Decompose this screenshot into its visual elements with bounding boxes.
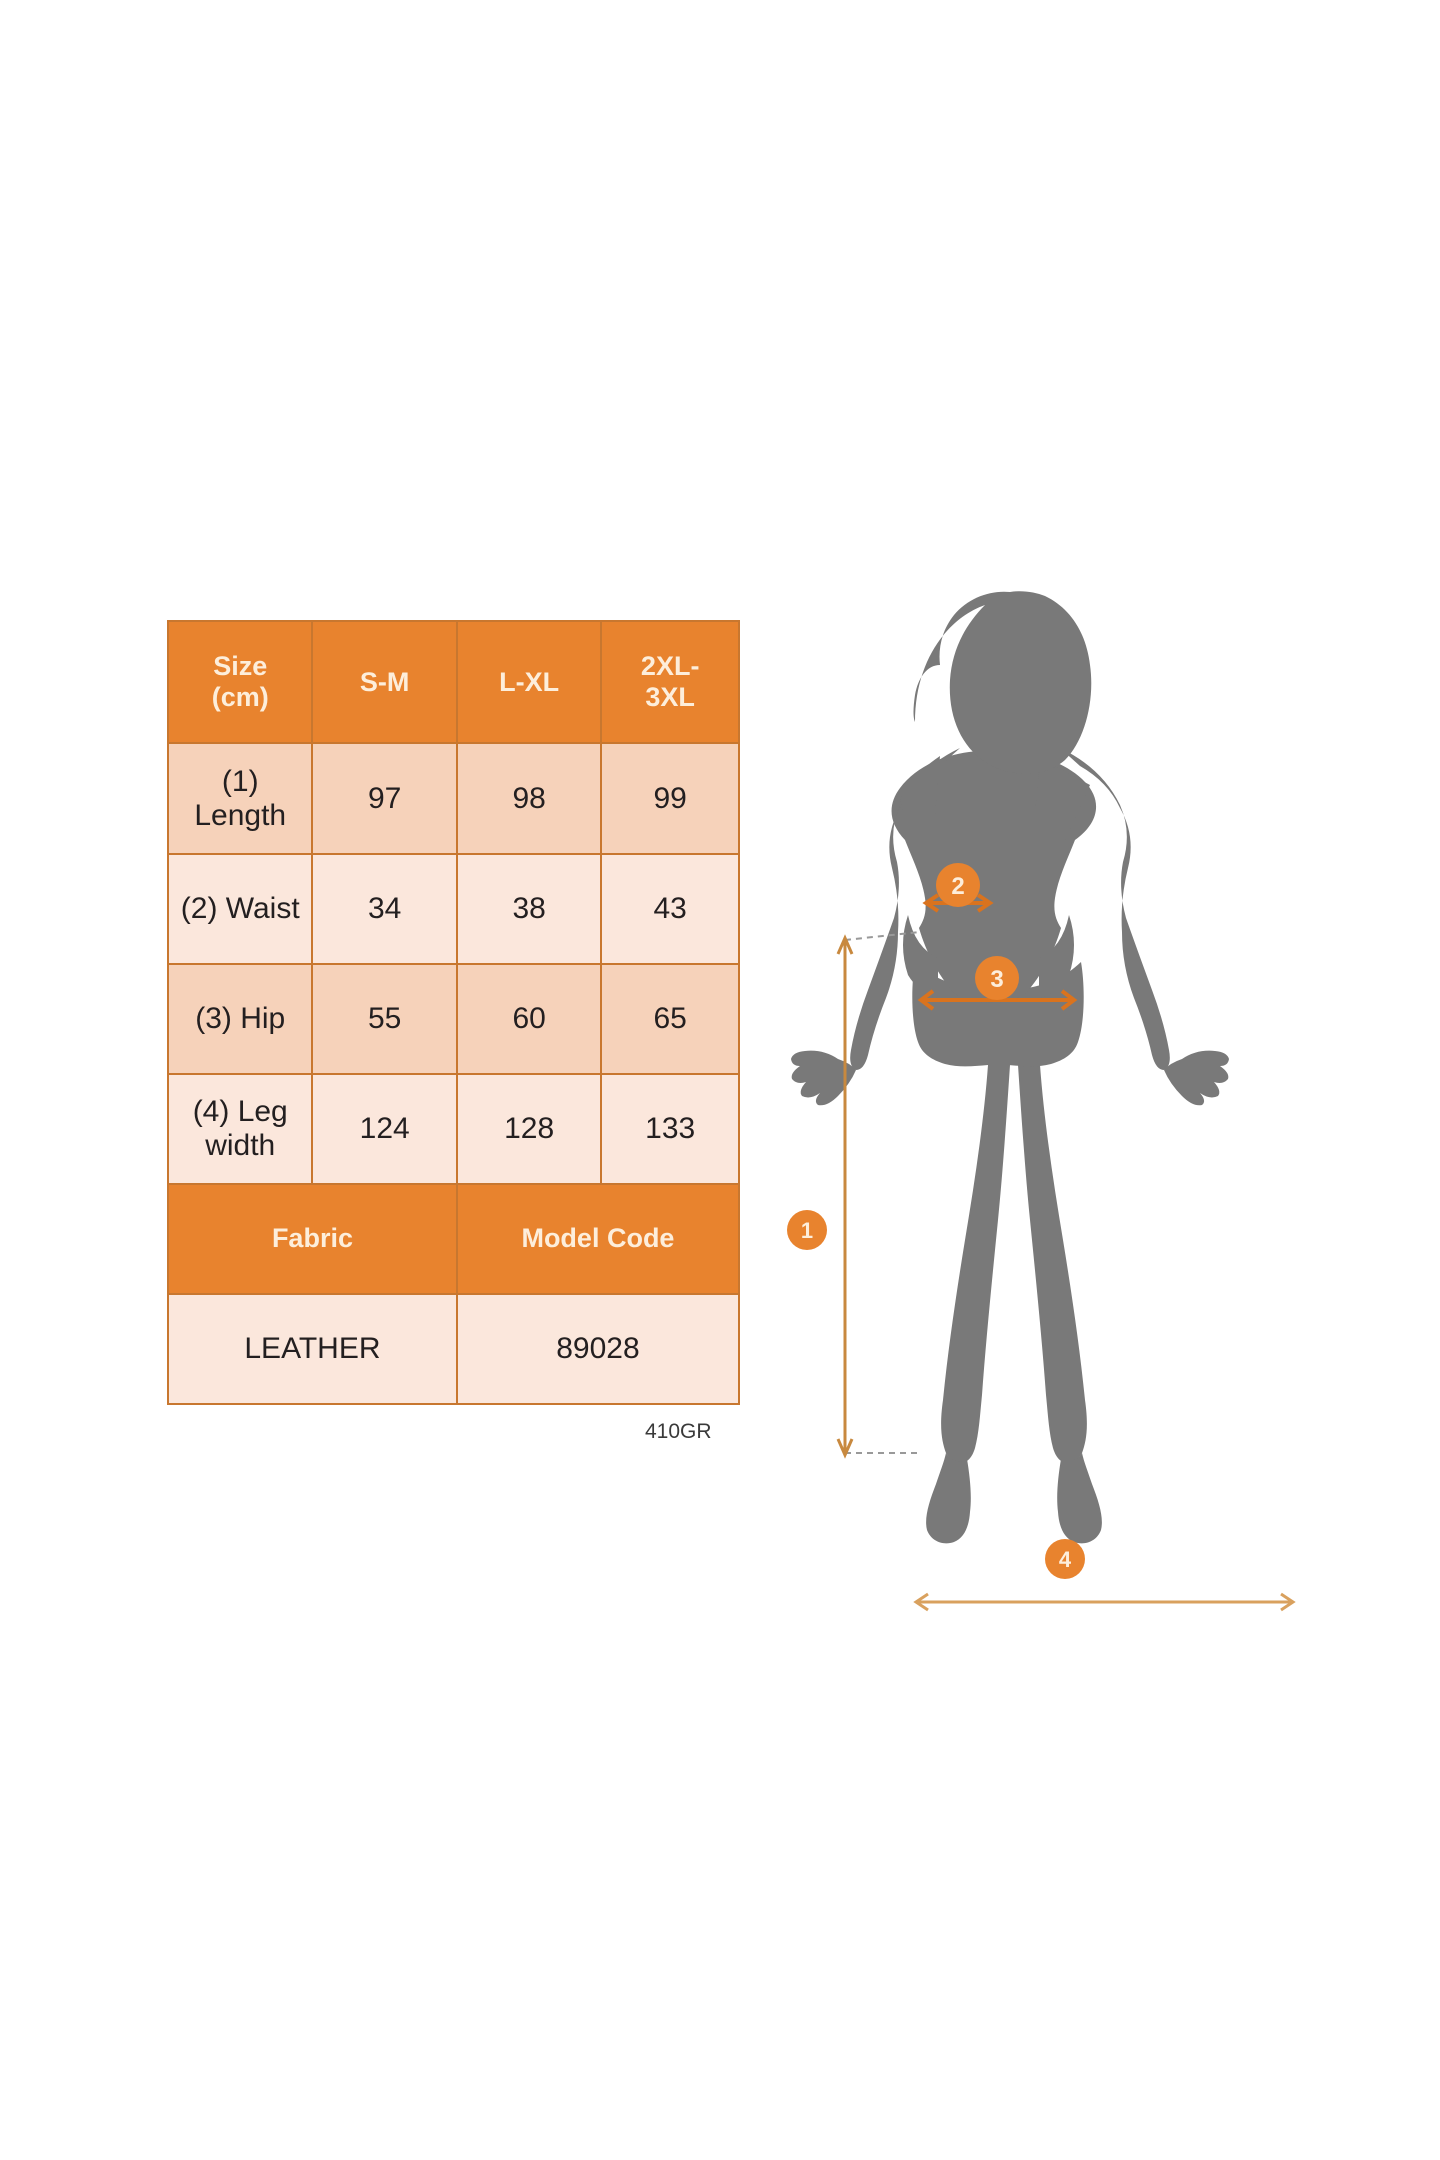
svg-text:3: 3	[990, 966, 1003, 993]
svg-text:2: 2	[951, 873, 964, 900]
svg-text:4: 4	[1059, 1547, 1072, 1572]
svg-text:1: 1	[801, 1218, 813, 1243]
